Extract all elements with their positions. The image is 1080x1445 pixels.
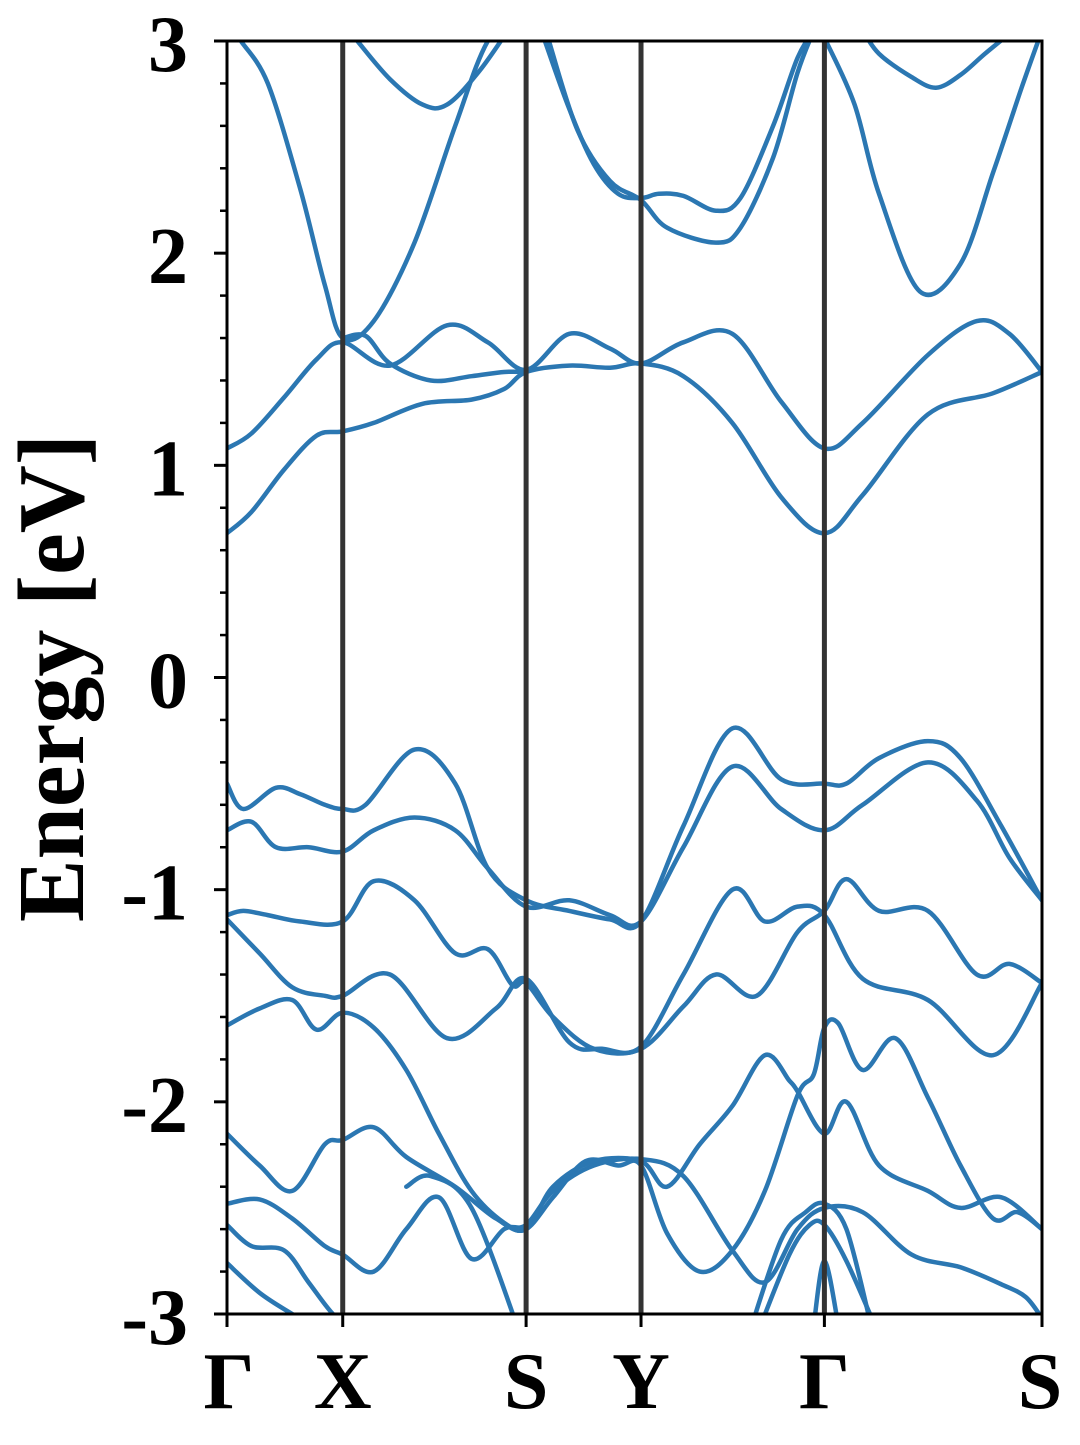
band-line-7	[546, 41, 812, 245]
band-line-12	[227, 876, 1042, 1056]
y-tick-label: -1	[121, 850, 188, 938]
band-line-17	[227, 1222, 337, 1314]
band-line-15	[227, 1052, 1042, 1233]
kpoint-label: Y	[612, 1338, 670, 1426]
band-line-9	[866, 41, 1004, 90]
band-line-18	[227, 1260, 297, 1314]
band-line-2	[227, 318, 1042, 452]
band-line-20	[753, 1200, 871, 1314]
band-line-13	[227, 886, 1042, 1058]
band-line-11	[227, 760, 1042, 929]
band-line-14	[227, 996, 1042, 1275]
band-line-1	[227, 361, 1042, 536]
plot-frame	[225, 39, 1044, 1316]
band-line-6	[542, 41, 810, 214]
y-tick-label: -3	[121, 1274, 188, 1362]
y-tick-label: 0	[148, 638, 188, 726]
band-line-8	[823, 41, 1041, 298]
y-tick-label: -2	[121, 1062, 188, 1150]
band-line-10	[227, 725, 1042, 931]
band-line-4	[340, 332, 529, 384]
kpoint-label: Γ	[799, 1338, 850, 1426]
band-line-19	[404, 1173, 516, 1314]
y-tick-label: 3	[148, 1, 188, 89]
band-line-3	[238, 41, 491, 343]
y-tick-label: 1	[148, 425, 188, 513]
kpoint-label: X	[314, 1338, 372, 1426]
y-axis-label: Energy [eV]	[0, 434, 104, 922]
kpoint-lines	[340, 41, 827, 1314]
kpoint-label: Γ	[204, 1338, 255, 1426]
band-line-16	[227, 1156, 1042, 1314]
band-line-21	[762, 1218, 873, 1314]
y-tick-label: 2	[148, 213, 188, 301]
kpoint-label: S	[1018, 1338, 1063, 1426]
bands-layer	[227, 41, 1042, 1314]
band-line-5	[355, 41, 504, 111]
kpoint-label: S	[504, 1338, 549, 1426]
y-axis-ticks: 3 2 1 0 -1 -2 -3	[121, 1, 227, 1362]
